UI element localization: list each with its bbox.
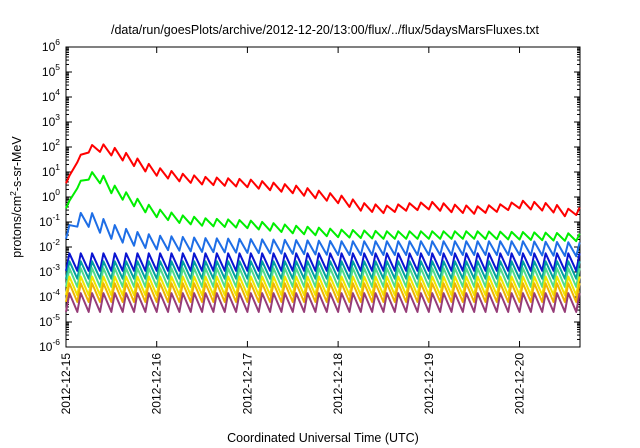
y-tick-exponent: -5 — [52, 312, 60, 322]
y-tick-base: 10 — [42, 115, 56, 129]
x-axis-label: Coordinated Universal Time (UTC) — [227, 431, 419, 445]
y-tick-label: 104 — [42, 87, 60, 104]
y-tick-label: 10-4 — [39, 287, 60, 304]
y-tick-label: 10-3 — [39, 262, 60, 279]
y-tick-base: 10 — [42, 90, 56, 104]
y-tick-label: 100 — [42, 187, 60, 204]
y-tick-base: 10 — [39, 215, 53, 229]
y-tick-exponent: -6 — [52, 337, 60, 347]
x-axis: 2012-12-15 2012-12-16 2012-12-17 2012-12-18… — [59, 47, 527, 414]
y-axis-label-suffix: -s-sr-MeV — [10, 136, 24, 192]
y-tick-label: 105 — [42, 62, 60, 79]
series-line-3 — [65, 211, 581, 258]
y-tick-exponent: -2 — [52, 237, 60, 247]
y-tick-base: 10 — [39, 340, 53, 354]
x-tick-label: 2012-12-18 — [331, 353, 345, 415]
y-tick-exponent: -4 — [52, 287, 60, 297]
y-tick-label: 10-6 — [39, 337, 60, 354]
x-tick-label: 2012-12-17 — [240, 353, 254, 415]
y-tick-base: 10 — [39, 265, 53, 279]
y-tick-label: 103 — [42, 112, 60, 129]
y-tick-label: 10-2 — [39, 237, 60, 254]
y-tick-base: 10 — [42, 40, 56, 54]
y-tick-exponent: 3 — [55, 112, 60, 122]
y-tick-exponent: 4 — [55, 87, 60, 97]
y-tick-base: 10 — [39, 315, 53, 329]
series-line-6 — [65, 267, 581, 288]
y-tick-label: 101 — [42, 162, 60, 179]
y-tick-label: 10-1 — [39, 212, 60, 229]
y-tick-label: 102 — [42, 137, 60, 154]
y-tick-exponent: 0 — [55, 187, 60, 197]
y-axis-label-exponent: 2 — [8, 191, 18, 196]
y-tick-exponent: 1 — [55, 162, 60, 172]
y-tick-exponent: -1 — [52, 212, 60, 222]
x-tick-label: 2012-12-20 — [513, 353, 527, 415]
series-layer — [65, 143, 581, 313]
y-axis-label: protons/cm2-s-sr-MeV — [8, 136, 24, 258]
series-line-2 — [65, 171, 581, 243]
y-tick-label: 106 — [42, 37, 60, 54]
y-tick-exponent: -3 — [52, 262, 60, 272]
y-tick-base: 10 — [39, 240, 53, 254]
series-line-9 — [65, 292, 581, 313]
y-tick-base: 10 — [42, 165, 56, 179]
y-tick-base: 10 — [39, 290, 53, 304]
x-tick-label: 2012-12-19 — [422, 353, 436, 415]
y-tick-base: 10 — [42, 65, 56, 79]
series-line-5 — [65, 260, 581, 280]
y-axis-label-prefix: protons/cm — [10, 196, 24, 258]
y-tick-exponent: 6 — [55, 37, 60, 47]
chart-title: /data/run/goesPlots/archive/2012-12-20/1… — [111, 23, 540, 37]
x-tick-label: 2012-12-16 — [150, 353, 164, 415]
y-axis: 10-610-510-410-310-210-11001011021031041… — [39, 37, 580, 354]
series-line-7 — [65, 275, 581, 297]
y-tick-base: 10 — [42, 140, 56, 154]
x-tick-label: 2012-12-15 — [59, 353, 73, 415]
series-line-1 — [65, 143, 581, 218]
y-tick-exponent: 5 — [55, 62, 60, 72]
y-tick-label: 10-5 — [39, 312, 60, 329]
y-tick-exponent: 2 — [55, 137, 60, 147]
series-line-4 — [65, 252, 581, 272]
y-tick-base: 10 — [42, 190, 56, 204]
series-line-8 — [65, 282, 581, 303]
